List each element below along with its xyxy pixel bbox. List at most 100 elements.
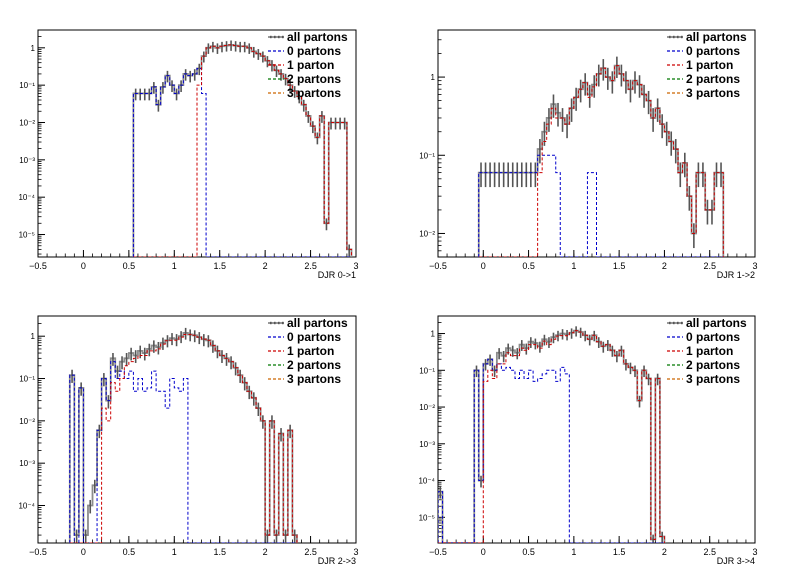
x-tick-label: 0: [81, 547, 86, 557]
y-tick-label: 10⁻⁴: [18, 501, 35, 510]
x-tick-label: 1: [172, 261, 177, 271]
x-tick-label: 1.5: [613, 261, 626, 271]
series-line-all-partons: [438, 329, 666, 543]
x-tick-label: 0.5: [522, 261, 535, 271]
legend-marker: [270, 321, 272, 325]
legend-label: 1 parton: [287, 344, 334, 358]
x-tick-label: 0: [481, 261, 486, 271]
x-tick-label: 0.5: [522, 547, 535, 557]
x-axis-label: DJR 0->1: [318, 270, 356, 280]
y-tick-label: 10⁻¹: [419, 151, 435, 160]
y-tick-label: 10⁻⁴: [418, 477, 435, 486]
x-tick-label: 2: [662, 547, 667, 557]
x-tick-label: 3: [752, 547, 757, 557]
x-tick-label: 2.5: [304, 261, 317, 271]
plot-frame: [437, 29, 756, 258]
x-tick-label: −0.5: [29, 261, 47, 271]
x-tick-label: 0: [481, 547, 486, 557]
y-tick-label: 10⁻⁴: [18, 193, 35, 202]
x-tick-label: −0.5: [29, 547, 47, 557]
x-axis-label: DJR 1->2: [717, 270, 755, 280]
legend-label: 0 partons: [287, 330, 341, 344]
series-line-0-partons: [438, 358, 665, 543]
series-layer: [68, 327, 298, 543]
y-tick-label: 1: [31, 44, 36, 53]
legend-marker: [278, 35, 280, 39]
legend-label: 2 partons: [287, 72, 341, 86]
series-line-1-parton: [133, 44, 352, 257]
legend-marker: [669, 321, 671, 325]
legend-label: 1 parton: [686, 344, 733, 358]
x-tick-label: 3: [353, 261, 358, 271]
chart-panel-1: −0.5 0 0.5 1 1.5 2 2.5 3 1 10⁻¹ 10⁻² 10⁻³ 10⁻⁴ 10⁻⁵ DJ…: [18, 29, 359, 280]
x-axis-label: DJR 2->3: [318, 556, 356, 566]
x-tick-label: 2: [263, 261, 268, 271]
y-tick-label: 10⁻¹: [19, 81, 35, 90]
y-tick-label: 10⁻²: [19, 118, 35, 127]
legend-marker: [282, 321, 284, 325]
plot-frame: [37, 29, 357, 258]
x-tick-label: −0.5: [429, 261, 447, 271]
y-tick-label: 10⁻³: [19, 156, 35, 165]
series-line-1-parton: [69, 333, 298, 543]
series-layer: [132, 40, 353, 257]
legend-label: 3 partons: [686, 372, 740, 386]
legend-marker: [274, 321, 276, 325]
y-tick-label: 10⁻¹: [19, 375, 35, 384]
legend-marker: [681, 321, 683, 325]
y-tick-label: 1: [31, 332, 36, 341]
x-tick-label: 1: [571, 547, 576, 557]
y-tick-label: 10⁻³: [19, 459, 35, 468]
chart-panel-3: −0.5 0 0.5 1 1.5 2 2.5 3 1 10⁻¹ 10⁻² 10⁻³ 10⁻⁴ DJR 2-…: [18, 315, 359, 566]
y-tick-label: 1: [431, 73, 436, 82]
x-tick-label: 1.5: [213, 547, 226, 557]
legend-label: 3 partons: [686, 86, 740, 100]
legend-marker: [282, 35, 284, 39]
legend-label: all partons: [686, 316, 747, 330]
y-tick-label: 10⁻²: [19, 417, 35, 426]
x-tick-label: 1: [571, 261, 576, 271]
legend-label: 0 partons: [686, 44, 740, 58]
legend-marker: [274, 35, 276, 39]
x-tick-label: 2: [263, 547, 268, 557]
legend-label: all partons: [287, 316, 348, 330]
x-tick-label: 2: [662, 261, 667, 271]
legend-marker: [278, 321, 280, 325]
legend-marker: [673, 321, 675, 325]
x-tick-label: 1.5: [613, 547, 626, 557]
x-tick-label: 0: [81, 261, 86, 271]
legend-marker: [669, 35, 671, 39]
x-tick-label: 3: [752, 261, 757, 271]
x-tick-label: 1.5: [213, 261, 226, 271]
legend-label: all partons: [686, 30, 747, 44]
legend-marker: [677, 35, 679, 39]
chart-panel-2: −0.5 0 0.5 1 1.5 2 2.5 3 1 10⁻¹ 10⁻² DJR 1->2 all pa…: [419, 29, 758, 280]
y-tick-label: 10⁻³: [419, 440, 435, 449]
legend-marker: [673, 35, 675, 39]
legend-label: 3 partons: [287, 372, 341, 386]
series-line-0-partons: [69, 361, 297, 543]
legend-label: 2 partons: [287, 358, 341, 372]
y-tick-label: 10⁻¹: [419, 366, 435, 375]
legend-label: 3 partons: [287, 86, 341, 100]
legend-marker: [270, 35, 272, 39]
series-layer: [438, 326, 666, 543]
x-tick-label: 3: [353, 547, 358, 557]
x-tick-label: 0.5: [123, 547, 136, 557]
series-line-0-partons: [478, 154, 724, 257]
legend-marker: [681, 35, 683, 39]
legend-label: 2 partons: [686, 72, 740, 86]
legend-label: 0 partons: [686, 330, 740, 344]
x-tick-label: 1: [172, 547, 177, 557]
legend-label: 1 parton: [287, 58, 334, 72]
y-tick-label: 10⁻²: [419, 403, 435, 412]
x-axis-label: DJR 3->4: [717, 556, 755, 566]
chart-panel-4: −0.5 0 0.5 1 1.5 2 2.5 3 1 10⁻¹ 10⁻² 10⁻³ 10⁻⁴ 10⁻⁵ DJ…: [418, 315, 758, 566]
x-tick-label: 0.5: [123, 261, 136, 271]
y-tick-label: 10⁻²: [419, 229, 435, 238]
